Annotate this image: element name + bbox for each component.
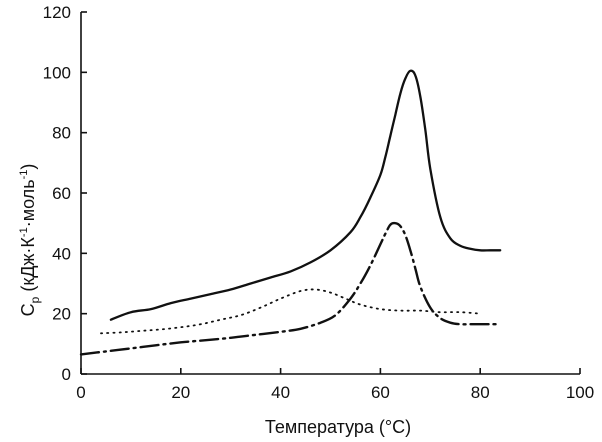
x-tick-label: 40 xyxy=(271,383,290,402)
y-tick-label: 80 xyxy=(52,124,71,143)
series-line-solid xyxy=(109,69,502,321)
y-axis-ticks: 0 20 40 60 80 100 120 xyxy=(43,3,87,384)
y-axis-title: Cp (кДж·К-1·моль-1) xyxy=(18,164,42,317)
y-axis-title-sup-a: -1 xyxy=(18,227,30,237)
y-axis-title-symbol: C xyxy=(18,303,38,316)
y-tick-label: 120 xyxy=(43,3,71,22)
y-axis-title-subscript: p xyxy=(28,296,42,303)
x-axis-ticks: 0 20 40 60 80 100 xyxy=(76,368,594,402)
series-layer xyxy=(79,69,502,356)
y-tick-label: 0 xyxy=(62,365,71,384)
series-dash-dot xyxy=(79,221,502,356)
x-axis-title: Температура (°C) xyxy=(265,417,411,437)
y-tick-label: 40 xyxy=(52,244,71,263)
series-line-dotted xyxy=(100,288,482,335)
y-axis-title-sup-b: -1 xyxy=(18,170,30,180)
series-line-dash-dot xyxy=(79,221,502,356)
series-dotted xyxy=(100,288,482,335)
x-tick-label: 60 xyxy=(371,383,390,402)
x-tick-label: 80 xyxy=(471,383,490,402)
y-axis-title-unit-b: ·моль xyxy=(18,179,38,227)
y-tick-label: 20 xyxy=(52,305,71,324)
x-tick-label: 20 xyxy=(171,383,190,402)
y-tick-label: 60 xyxy=(52,184,71,203)
y-tick-label: 100 xyxy=(43,63,71,82)
series-solid xyxy=(109,69,502,321)
x-tick-label: 100 xyxy=(566,383,594,402)
y-axis-title-unit-c: ) xyxy=(18,164,38,170)
x-tick-label: 0 xyxy=(76,383,85,402)
y-axis-title-unit-a: (кДж·К xyxy=(18,237,38,297)
